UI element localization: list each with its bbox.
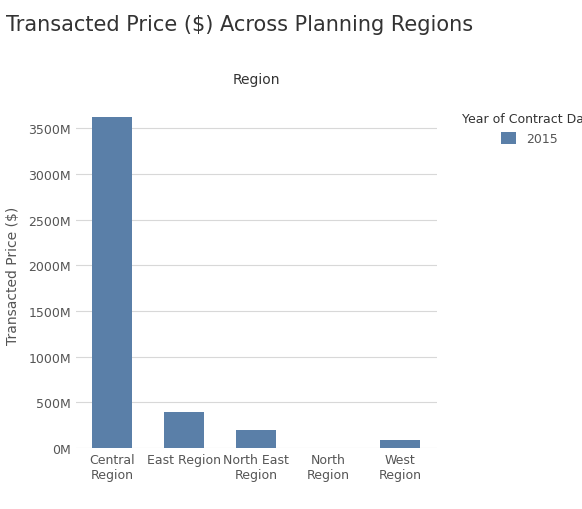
Bar bbox=[381, 440, 420, 448]
Text: Transacted Price ($) Across Planning Regions: Transacted Price ($) Across Planning Reg… bbox=[6, 15, 473, 35]
Text: Region: Region bbox=[232, 73, 280, 87]
Bar bbox=[92, 118, 132, 448]
Bar bbox=[164, 412, 204, 448]
Y-axis label: Transacted Price ($): Transacted Price ($) bbox=[6, 206, 20, 344]
Legend: 2015: 2015 bbox=[457, 108, 582, 151]
Bar bbox=[236, 430, 276, 448]
